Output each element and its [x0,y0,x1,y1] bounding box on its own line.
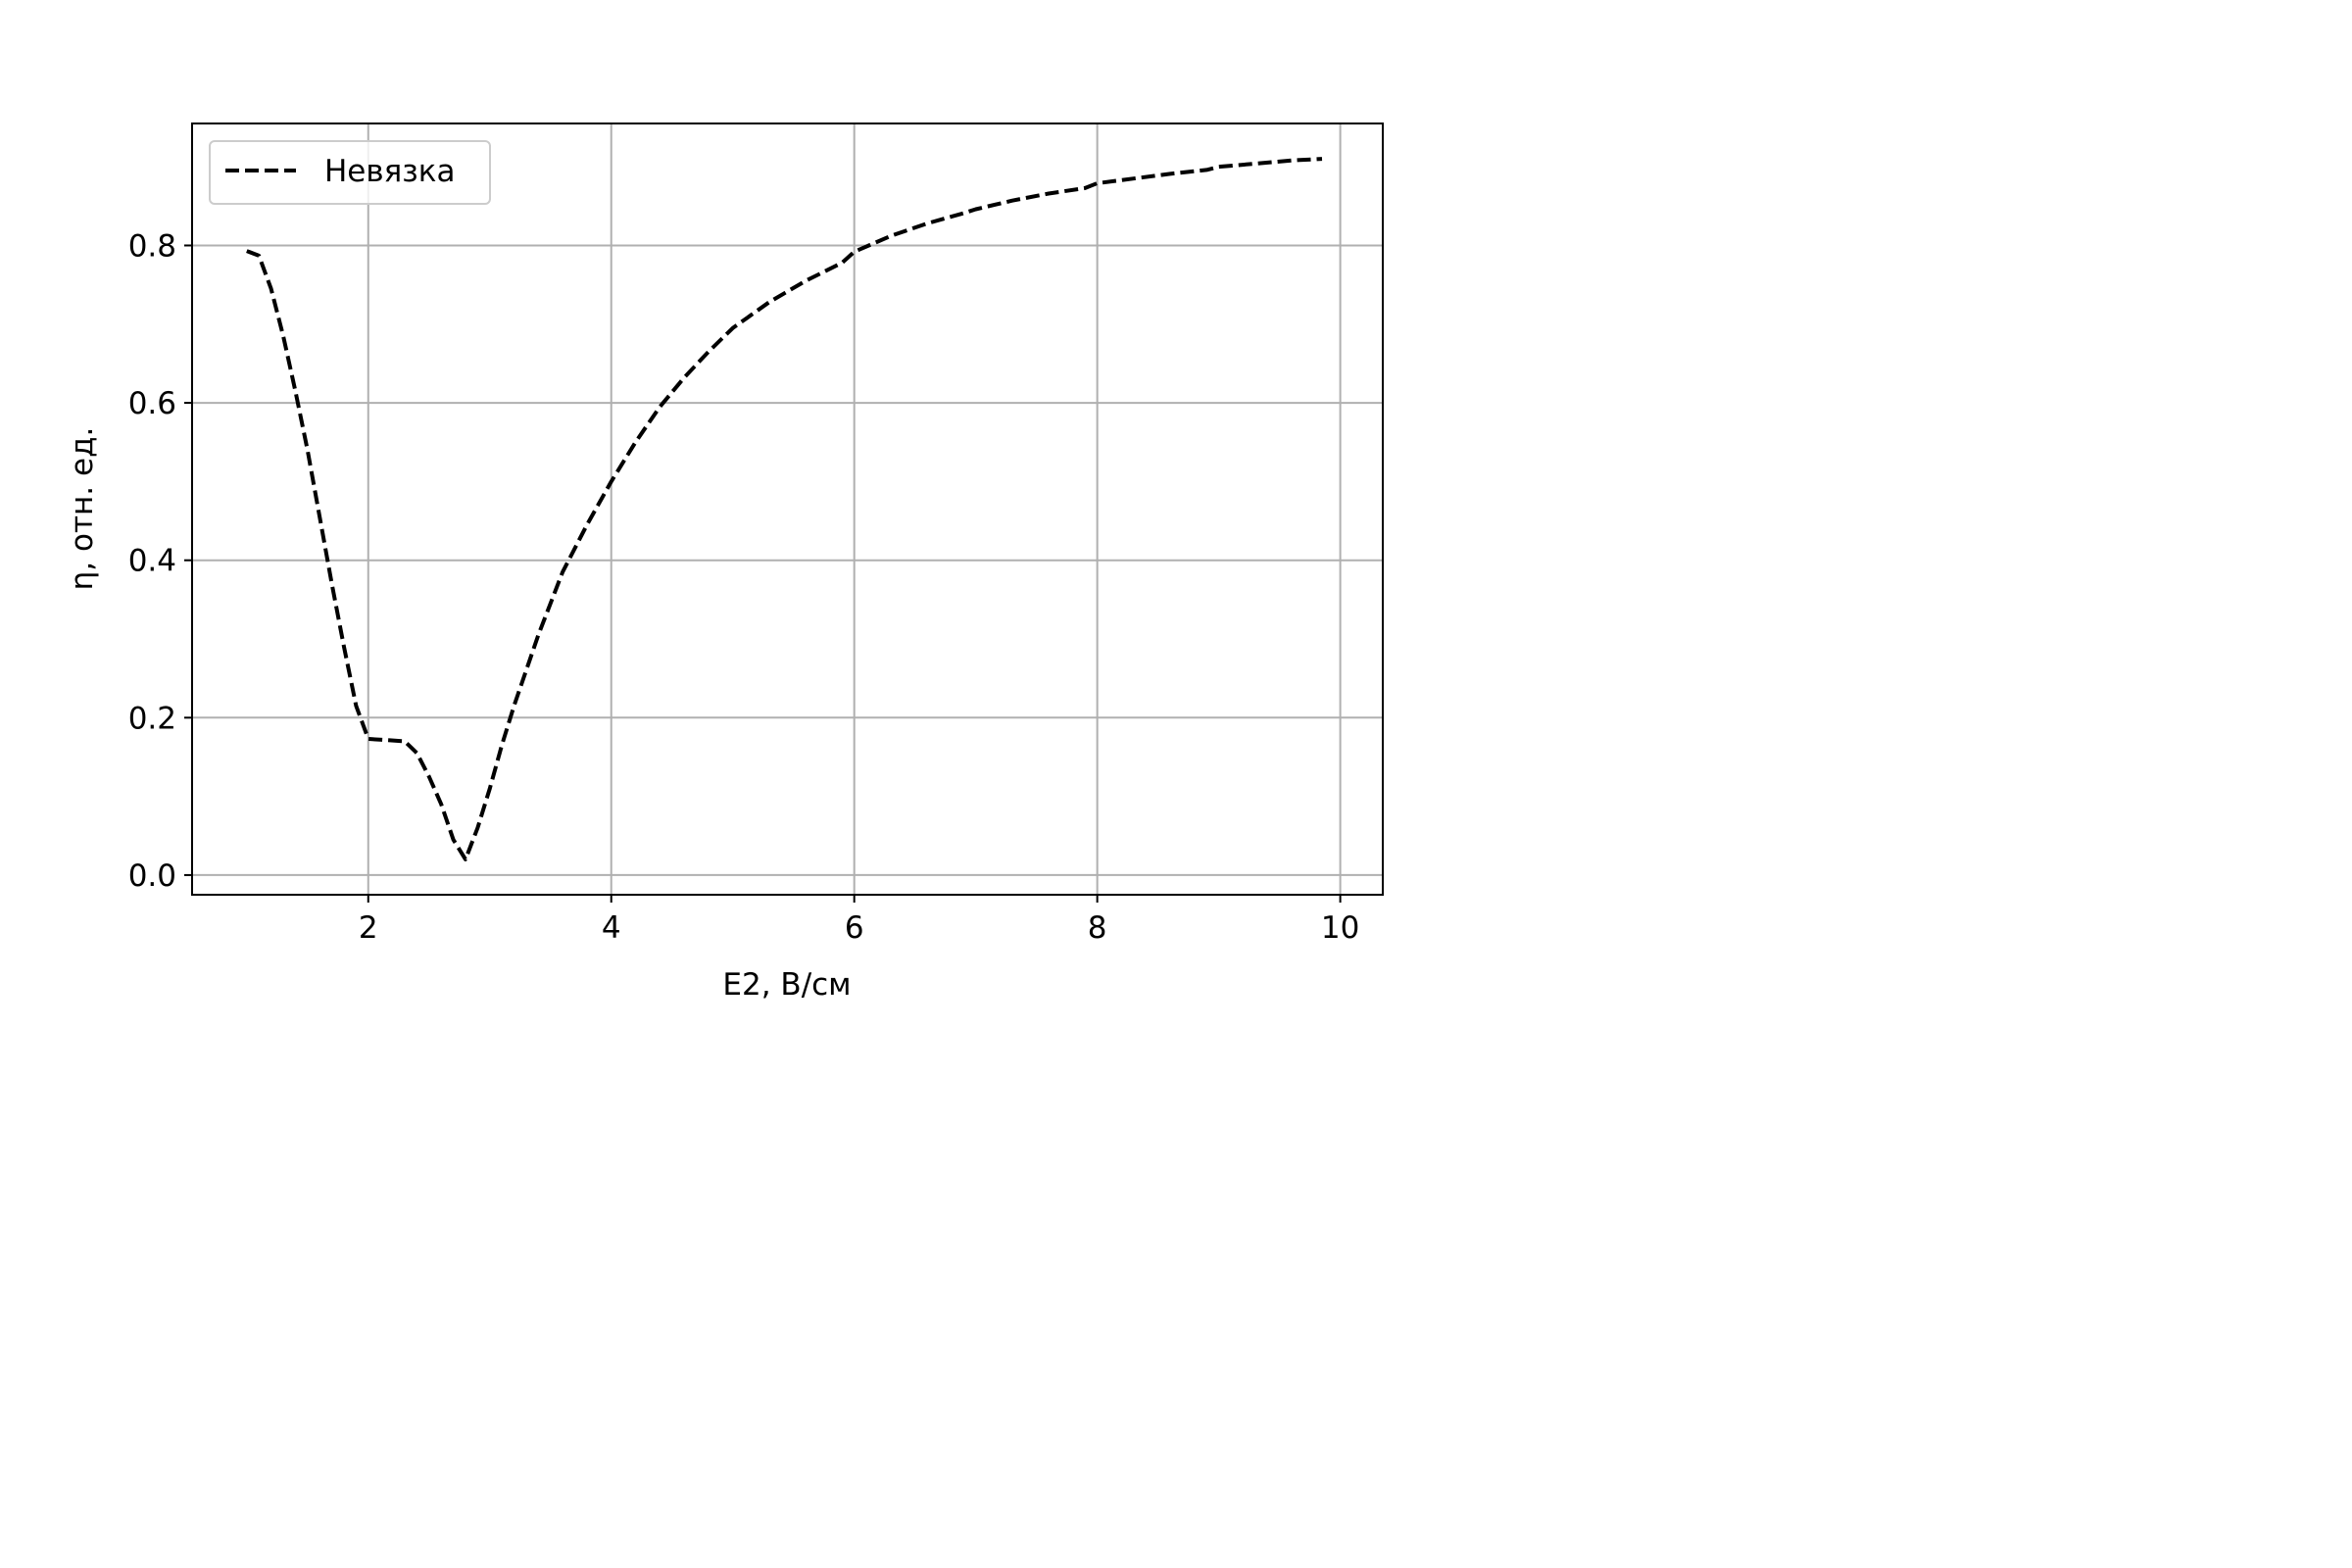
axes-frame [191,122,1384,896]
x-tick-label: 8 [1088,910,1107,946]
legend-label: Невязка [324,154,456,189]
y-tick-label: 0.4 [128,544,176,579]
x-tick-label: 10 [1321,910,1359,946]
series-line [246,157,1323,861]
series-layer [246,157,1323,861]
y-axis-label: η, отн. ед. [65,427,100,591]
x-tick-label: 6 [845,910,864,946]
x-tick-label: 4 [602,910,621,946]
y-tick-label: 0.8 [128,228,176,264]
y-tick-label: 0.6 [128,386,176,421]
y-tick-label: 0.0 [128,858,176,894]
x-axis-label: E2, В/см [722,967,851,1003]
legend-box [209,140,491,205]
ticks: 2 4 6 8 10 0.0 0.2 0.4 0.6 0.8 [128,228,1360,946]
legend: Невязка [209,140,491,205]
grid [192,123,1383,895]
x-tick-label: 2 [359,910,378,946]
chart: 2 4 6 8 10 0.0 0.2 0.4 0.6 0.8 E2, В/см η, отн. е… [0,0,1514,1037]
y-tick-label: 0.2 [128,701,176,736]
